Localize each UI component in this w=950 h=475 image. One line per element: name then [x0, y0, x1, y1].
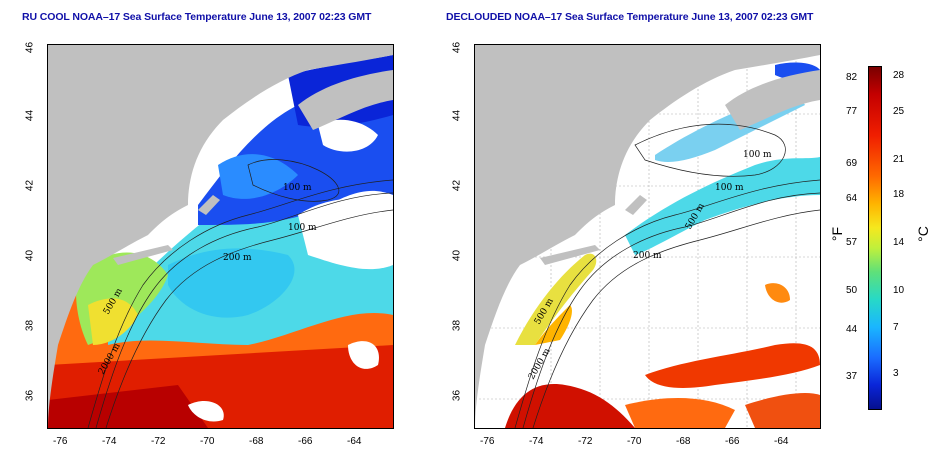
right-panel-title: DECLOUDED NOAA–17 Sea Surface Temperatur… — [446, 11, 814, 23]
left-sst-image: 500 m 2000 m 200 m 100 m 100 m — [48, 45, 393, 428]
c-tick: 10 — [893, 285, 905, 296]
x-tick-label: -70 — [200, 436, 215, 447]
c-tick: 3 — [893, 368, 899, 379]
c-tick: 28 — [893, 70, 905, 81]
y-tick-label: 36 — [451, 389, 463, 402]
contour-label-200m-r: 200 m — [633, 251, 662, 261]
c-tick: 21 — [893, 154, 905, 165]
right-sst-map: 500 m 2000 m 200 m 100 m 100 m 500 m — [474, 44, 821, 429]
left-sst-map: 500 m 2000 m 200 m 100 m 100 m — [47, 44, 394, 429]
contour-label-200m: 200 m — [223, 253, 252, 263]
x-tick-label: -74 — [102, 436, 117, 447]
y-tick-label: 42 — [24, 179, 36, 192]
right-sst-image: 500 m 2000 m 200 m 100 m 100 m 500 m — [475, 45, 820, 428]
x-tick-label: -66 — [298, 436, 313, 447]
c-tick: 7 — [893, 322, 899, 333]
x-tick-label: -70 — [627, 436, 642, 447]
f-tick: 44 — [846, 324, 858, 335]
contour-label-100m-r: 100 m — [743, 150, 772, 160]
c-tick: 18 — [893, 189, 905, 200]
f-tick: 57 — [846, 237, 858, 248]
contour-label-100m-b: 100 m — [288, 223, 317, 233]
contour-label-100m-r2: 100 m — [715, 183, 744, 193]
left-panel-title: RU COOL NOAA–17 Sea Surface Temperature … — [22, 11, 372, 23]
x-tick-label: -76 — [480, 436, 495, 447]
f-tick: 69 — [846, 158, 858, 169]
y-tick-label: 36 — [24, 389, 36, 402]
x-tick-label: -74 — [529, 436, 544, 447]
x-tick-label: -72 — [578, 436, 593, 447]
x-tick-label: -66 — [725, 436, 740, 447]
c-tick: 14 — [893, 237, 905, 248]
x-tick-label: -76 — [53, 436, 68, 447]
x-tick-label: -64 — [774, 436, 789, 447]
colorbar-unit-celsius: °C — [914, 226, 931, 242]
y-tick-label: 44 — [24, 109, 36, 122]
colorbar-unit-fahrenheit: °F — [829, 226, 846, 242]
x-tick-label: -72 — [151, 436, 166, 447]
y-tick-label: 40 — [451, 249, 463, 262]
x-tick-label: -64 — [347, 436, 362, 447]
f-tick: 37 — [846, 371, 858, 382]
y-tick-label: 44 — [451, 109, 463, 122]
f-tick: 77 — [846, 106, 858, 117]
y-tick-label: 40 — [24, 249, 36, 262]
y-tick-label: 46 — [451, 41, 463, 54]
y-tick-label: 42 — [451, 179, 463, 192]
y-tick-label: 38 — [451, 319, 463, 332]
c-tick: 25 — [893, 106, 905, 117]
y-tick-label: 46 — [24, 41, 36, 54]
f-tick: 64 — [846, 193, 858, 204]
f-tick: 50 — [846, 285, 858, 296]
y-tick-label: 38 — [24, 319, 36, 332]
x-tick-label: -68 — [249, 436, 264, 447]
f-tick: 82 — [846, 72, 858, 83]
temperature-colorbar — [868, 66, 882, 410]
x-tick-label: -68 — [676, 436, 691, 447]
contour-label-100m: 100 m — [283, 183, 312, 193]
